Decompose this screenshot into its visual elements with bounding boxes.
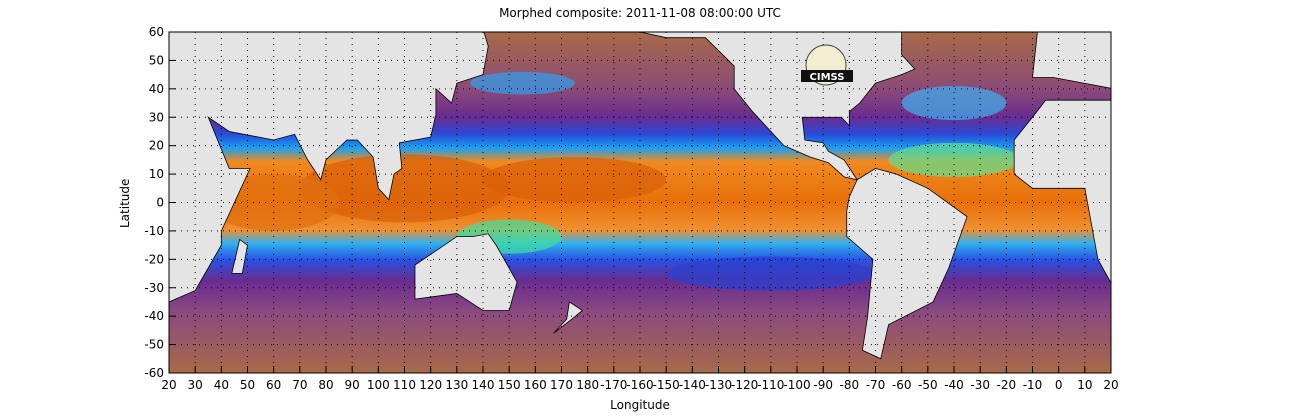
moisture-blob [888, 142, 1020, 177]
x-tick-label: -170 [600, 378, 627, 392]
x-tick-label: -160 [626, 378, 653, 392]
moisture-blob [666, 256, 876, 291]
x-tick-label: 100 [367, 378, 390, 392]
land-new-zealand [553, 301, 584, 334]
y-tick-label: -60 [144, 366, 164, 380]
x-tick-label: -110 [757, 378, 784, 392]
x-tick-label: 180 [576, 378, 599, 392]
y-tick-label: -50 [144, 338, 164, 352]
x-tick-label: 0 [1055, 378, 1063, 392]
x-tick-label: 90 [345, 378, 360, 392]
x-tick-label: -100 [783, 378, 810, 392]
x-tick-label: 130 [445, 378, 468, 392]
x-tick-label: -30 [970, 378, 990, 392]
y-tick-label: 60 [149, 25, 164, 39]
x-tick-label: -70 [866, 378, 886, 392]
x-tick-label: -40 [944, 378, 964, 392]
x-tick-label: 20 [161, 378, 176, 392]
land-australia [414, 233, 518, 311]
moisture-blob [482, 157, 667, 203]
x-tick-label: 150 [498, 378, 521, 392]
land-africa-asia [169, 32, 489, 303]
y-tick-label: 30 [149, 110, 164, 124]
x-tick-label: -130 [705, 378, 732, 392]
y-tick-label: 20 [149, 139, 164, 153]
y-tick-label: 0 [156, 196, 164, 210]
x-tick-label: 80 [318, 378, 333, 392]
x-tick-label: -20 [997, 378, 1017, 392]
x-tick-label: -10 [1023, 378, 1043, 392]
y-tick-label: 50 [149, 53, 164, 67]
y-tick-label: -40 [144, 309, 164, 323]
x-tick-label: -90 [813, 378, 833, 392]
x-tick-label: 70 [292, 378, 307, 392]
map-title: Morphed composite: 2011-11-08 08:00:00 U… [499, 6, 781, 20]
x-tick-label: -120 [731, 378, 758, 392]
moisture-blob [901, 85, 1007, 121]
x-tick-label: 10 [1077, 378, 1092, 392]
logo-text: CIMSS [810, 72, 845, 83]
x-tick-label: 30 [188, 378, 203, 392]
x-tick-label: 50 [240, 378, 255, 392]
land-europe [1032, 32, 1111, 89]
y-axis-label: Latitude [118, 178, 132, 228]
x-tick-label: -150 [653, 378, 680, 392]
x-tick-label: -50 [918, 378, 938, 392]
x-tick-label: 160 [524, 378, 547, 392]
x-tick-label: -140 [679, 378, 706, 392]
x-axis-label: Longitude [610, 398, 670, 412]
x-tick-label: 170 [550, 378, 573, 392]
x-tick-label: -60 [892, 378, 912, 392]
land-africa-east [1013, 99, 1111, 284]
x-tick-label: 60 [266, 378, 281, 392]
x-tick-label: 140 [472, 378, 495, 392]
y-tick-label: -10 [144, 224, 164, 238]
x-tick-label: 120 [419, 378, 442, 392]
x-tick-label: 20 [1103, 378, 1118, 392]
y-tick-label: 40 [149, 82, 164, 96]
y-tick-label: -30 [144, 281, 164, 295]
y-tick-label: -20 [144, 252, 164, 266]
x-tick-label: 110 [393, 378, 416, 392]
x-tick-label: 40 [214, 378, 229, 392]
cimss-logo: CIMSS [801, 44, 853, 86]
y-tick-label: 10 [149, 167, 164, 181]
x-tick-label: -80 [840, 378, 860, 392]
moisture-blob [469, 71, 575, 95]
land-south-america [846, 167, 968, 360]
land-madagascar [231, 238, 248, 274]
